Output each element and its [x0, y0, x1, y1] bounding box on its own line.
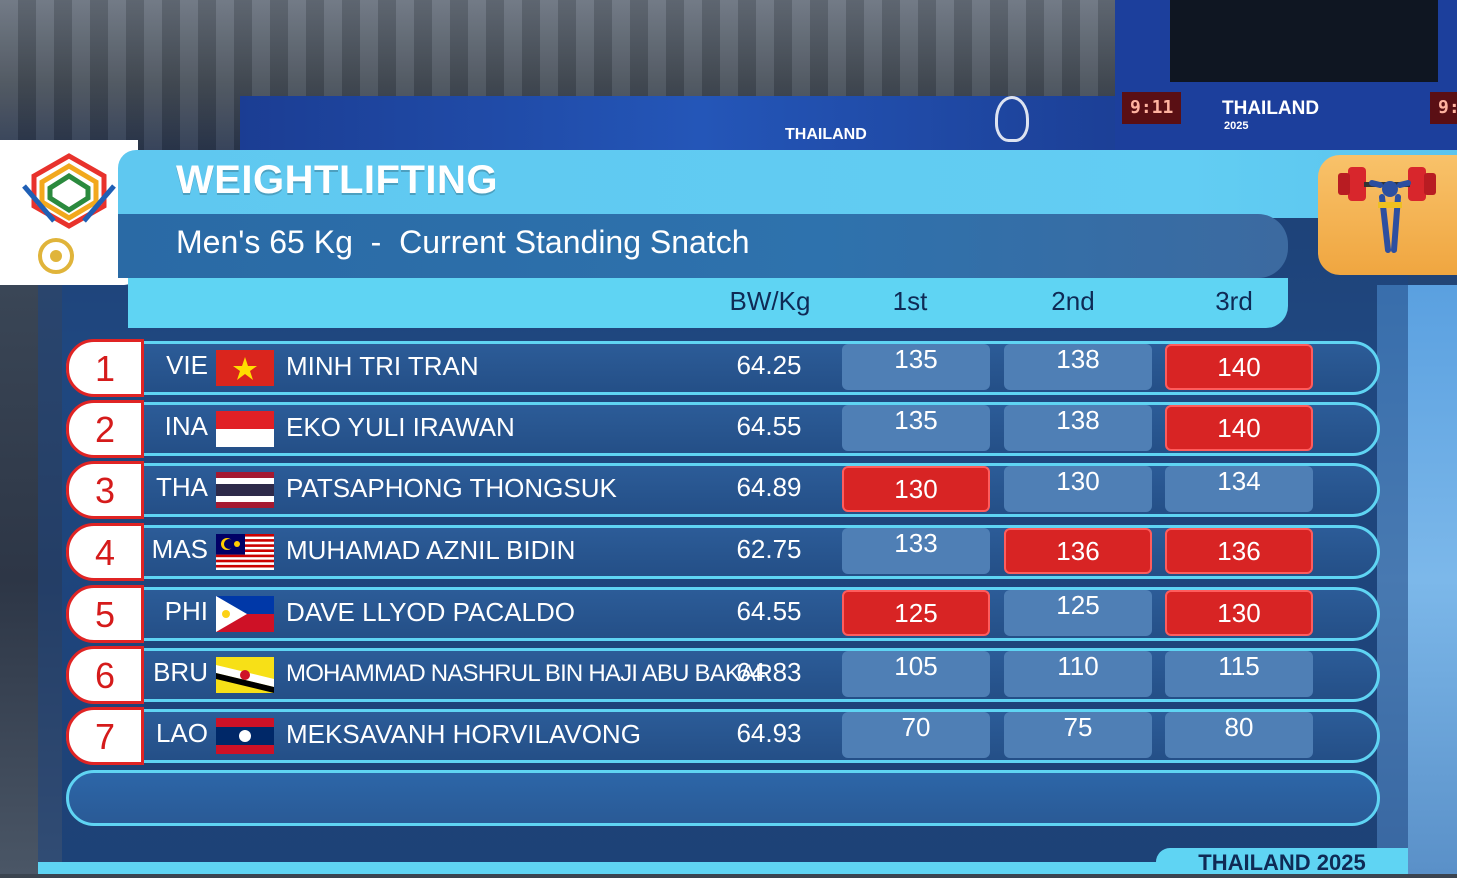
bodyweight: 62.75: [736, 534, 802, 564]
lift-attempt-2: 130: [1004, 466, 1152, 512]
table-row: [66, 587, 1380, 641]
lift-attempt-1: 130: [842, 466, 990, 512]
nation-code: PHI: [164, 596, 208, 626]
page-title: WEIGHTLIFTING: [176, 158, 499, 202]
column-header-third: 3rd: [1215, 286, 1253, 316]
table-row: [66, 525, 1380, 579]
athlete-name: PATSAPHONG THONGSUK: [286, 473, 617, 503]
table-row: [66, 463, 1380, 517]
lift-attempt-1: 133: [842, 528, 990, 574]
lift-attempt-1: 105: [842, 651, 990, 697]
lift-attempt-3: 136: [1165, 528, 1313, 574]
arena-brand-year: 2025: [1224, 120, 1249, 132]
sea-games-logo-icon: [0, 140, 138, 285]
arena-clock-left: 9:11: [1122, 92, 1182, 124]
nation-code: VIE: [166, 350, 208, 380]
rank-number: 3: [94, 470, 116, 511]
rank-number: 7: [94, 716, 116, 757]
nation-code: INA: [164, 411, 208, 441]
rank-badge: 6: [66, 646, 144, 704]
rank-badge: 3: [66, 461, 144, 519]
lift-attempt-3: 130: [1165, 590, 1313, 636]
athlete-name: DAVE LLYOD PACALDO: [286, 597, 575, 627]
rank-number: 4: [94, 532, 116, 573]
lift-attempt-1: 135: [842, 405, 990, 451]
lift-attempt-1: 135: [842, 344, 990, 390]
bodyweight: 64.93: [736, 718, 802, 748]
rank-number: 2: [94, 409, 116, 450]
bodyweight: 64.25: [736, 350, 802, 380]
column-header-first: 1st: [892, 286, 928, 316]
lift-attempt-2: 75: [1004, 712, 1152, 758]
athlete-name: EKO YULI IRAWAN: [286, 412, 515, 442]
lift-attempt-2: 138: [1004, 405, 1152, 451]
rank-badge: 1: [66, 339, 144, 397]
lift-attempt-3: 140: [1165, 405, 1313, 451]
column-header-row: [128, 278, 1288, 328]
thailand-flag-icon: [216, 472, 274, 508]
laos-flag-icon: [216, 718, 274, 754]
table-row: [66, 341, 1380, 395]
rank-badge: 2: [66, 400, 144, 458]
athlete-name: MOHAMMAD NASHRUL BIN HAJI ABU BAKAR: [286, 660, 773, 687]
lift-attempt-2: 110: [1004, 651, 1152, 697]
lift-attempt-2: 125: [1004, 590, 1152, 636]
lift-attempt-3: 134: [1165, 466, 1313, 512]
rank-badge: 7: [66, 707, 144, 765]
table-row: [66, 648, 1380, 702]
lift-attempt-3: 140: [1165, 344, 1313, 390]
lift-attempt-1: 70: [842, 712, 990, 758]
footer-bar: [38, 862, 1408, 874]
table-row: [66, 402, 1380, 456]
arena-brand-text: THAILAND: [1222, 98, 1320, 119]
event-subtitle: Men's 65 Kg - Current Standing Snatch: [176, 224, 750, 260]
lift-attempt-3: 80: [1165, 712, 1313, 758]
lift-attempt-1: 125: [842, 590, 990, 636]
bodyweight: 64.55: [736, 596, 802, 626]
arena-emblem-icon: [995, 96, 1029, 142]
lift-attempt-2: 138: [1004, 344, 1152, 390]
nation-code: MAS: [151, 534, 208, 564]
bodyweight: 64.89: [736, 472, 802, 502]
rank-badge: 5: [66, 585, 144, 643]
indonesia-flag-icon: [216, 411, 274, 447]
table-row: [66, 709, 1380, 763]
arena-banner-text: THAILAND: [785, 126, 867, 143]
philippines-flag-icon: [216, 596, 274, 632]
nation-code: THA: [156, 472, 208, 502]
column-header-second: 2nd: [1051, 286, 1095, 316]
brunei-flag-icon: [216, 657, 274, 693]
empty-row: [66, 770, 1380, 826]
weightlifting-icon: [1318, 155, 1457, 275]
arena-brand: THAILAND 2025: [1222, 98, 1319, 132]
rank-number: 1: [94, 348, 116, 389]
lift-attempt-2: 136: [1004, 528, 1152, 574]
athlete-name: MUHAMAD AZNIL BIDIN: [286, 535, 576, 565]
malaysia-flag-icon: [216, 534, 274, 570]
athlete-name: MEKSAVANH HORVILAVONG: [286, 719, 641, 749]
rank-badge: 4: [66, 523, 144, 581]
nation-code: BRU: [153, 657, 208, 687]
arena-screen: [1170, 0, 1438, 82]
rank-number: 6: [94, 655, 116, 696]
subtitle-bar: [118, 214, 1288, 278]
bodyweight: 64.83: [736, 657, 802, 687]
footer-tag: THAILAND 2025: [1156, 848, 1408, 875]
column-header-bw: BW/Kg: [729, 286, 811, 316]
athlete-name: MINH TRI TRAN: [286, 351, 479, 381]
lift-attempt-3: 115: [1165, 651, 1313, 697]
bodyweight: 64.55: [736, 411, 802, 441]
vietnam-flag-icon: [216, 350, 274, 386]
nation-code: LAO: [155, 718, 208, 748]
rank-number: 5: [94, 594, 116, 635]
arena-clock-right: 9:: [1430, 92, 1457, 124]
title-bar: [118, 150, 1457, 218]
